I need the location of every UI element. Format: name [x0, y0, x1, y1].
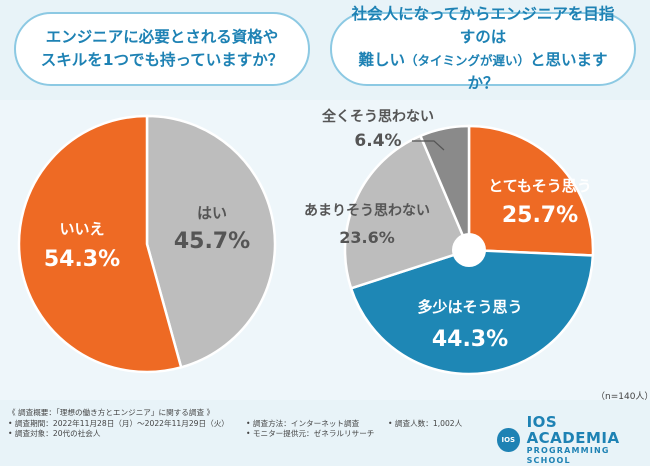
survey-period: • 調査期間：2022年11月28日（月）〜2022年11月29日（火）	[8, 418, 229, 428]
logo-title: IOS ACADEMIA	[526, 413, 620, 447]
pie2-value-not-much: 23.6%	[339, 228, 395, 247]
question-2-box: 社会人になってからエンジニアを目指すのは難しい（タイミングが遅い）と思いますか？	[330, 5, 636, 92]
pie2-label-not-at-all: 全くそう思わない	[321, 108, 434, 125]
survey-method: • 調査方法：インターネット調査	[246, 418, 360, 428]
question-1-box: エンジニアに必要とされる資格や スキルを1つでも持っていますか？	[14, 12, 310, 86]
pie2-label-not-much: あまりそう思わない	[304, 203, 430, 219]
pie-slice-1	[349, 248, 595, 376]
pie1-value-yes: 45.7%	[174, 229, 250, 254]
pie2-value-somewhat: 44.3%	[432, 327, 508, 352]
question-2-line2a: 難しい	[358, 51, 405, 69]
pie-slice-3	[418, 124, 471, 251]
survey-provider: • モニター提供元：ゼネラルリサーチ	[246, 429, 375, 438]
charts-canvas: はい 45.7% いいえ 54.3% とてもそう思う 25.7% 多少はそう思う 44.3% あ…	[17, 108, 595, 376]
pie-slice-1	[17, 114, 183, 374]
question-2-line2c: と思いますか？	[467, 51, 608, 92]
pie-chart-1	[17, 114, 277, 374]
pie-slice-0	[145, 114, 277, 369]
sample-size-note: （n=140人）	[596, 392, 650, 402]
logo-badge-icon: IOS	[497, 428, 520, 452]
survey-target: • 調査対象：20代の社会人	[8, 429, 101, 438]
question-2-line1: 社会人になってからエンジニアを目指すのは	[351, 5, 615, 46]
pie2-value-very: 25.7%	[502, 203, 578, 228]
donut-hole	[452, 233, 486, 267]
pie1-label-no: いいえ	[59, 220, 104, 238]
leader-line	[412, 140, 445, 151]
pie2-label-very: とてもそう思う	[488, 177, 592, 195]
survey-count: • 調査人数：1,002人	[388, 418, 463, 428]
logo-subtitle: PROGRAMMING SCHOOL	[526, 446, 610, 465]
question-1-text: エンジニアに必要とされる資格や スキルを1つでも持っていますか？	[40, 28, 284, 69]
pie-chart-2	[343, 124, 595, 376]
pie1-label-yes: はい	[197, 204, 227, 222]
survey-summary: 《 調査概要：「理想の働き方とエンジニア」に関する調査 》 • 調査期間：202…	[8, 408, 462, 440]
pie2-value-not-at-all: 6.4%	[354, 131, 401, 151]
pie-slice-0	[467, 124, 595, 257]
pie1-value-no: 54.3%	[44, 247, 120, 272]
survey-heading: 《 調査概要：「理想の働き方とエンジニア」に関する調査 》	[8, 408, 215, 417]
brand-logo: IOS IOS ACADEMIA PROGRAMMING SCHOOL	[497, 414, 650, 466]
question-2-line2b: （タイミングが遅い）	[404, 53, 530, 68]
question-2-text: 社会人になってからエンジニアを目指すのは難しい（タイミングが遅い）と思いますか？	[344, 3, 622, 95]
pie2-label-somewhat: 多少はそう思う	[417, 298, 522, 316]
chart-labels: はい 45.7% いいえ 54.3% とてもそう思う 25.7% 多少はそう思う 44.3% あ…	[44, 108, 592, 352]
pie-slice-2	[343, 134, 471, 290]
